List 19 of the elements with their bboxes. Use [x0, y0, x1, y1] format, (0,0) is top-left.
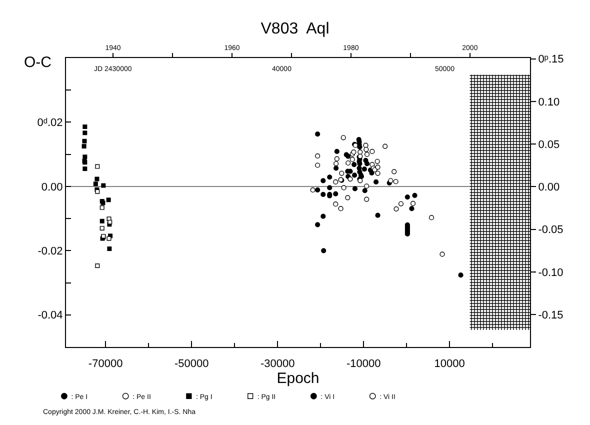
y-tick-label: -0.04 [38, 310, 63, 322]
y2-tick-label: 0.10 [538, 96, 560, 108]
x-tick-label: -50000 [174, 358, 209, 370]
x-tick-label: 10000 [434, 358, 465, 370]
y2-tick-label: 0.05 [538, 138, 560, 151]
x-axis-title: Epoch [276, 370, 320, 388]
y-axis-title: O-C [24, 54, 52, 71]
y-tick-label: 0ᵈ.02 [37, 117, 63, 130]
x-tick-label: -30000 [260, 358, 295, 370]
y-tick-label: -0.02 [38, 246, 63, 258]
y2-tick-label: -0.10 [538, 266, 564, 279]
chart-title: V803 Aql [260, 20, 330, 38]
y2-tick-label: -0.15 [538, 309, 564, 322]
x-tick-label: -10000 [346, 358, 381, 370]
x-tick-label: -70000 [88, 358, 123, 370]
y-tick-label: 0.00 [41, 181, 63, 194]
y2-tick-label: 0ᵖ.15 [538, 54, 564, 66]
y2-tick-label: -0.05 [538, 224, 564, 236]
y2-tick-label: 0.00 [538, 182, 560, 194]
